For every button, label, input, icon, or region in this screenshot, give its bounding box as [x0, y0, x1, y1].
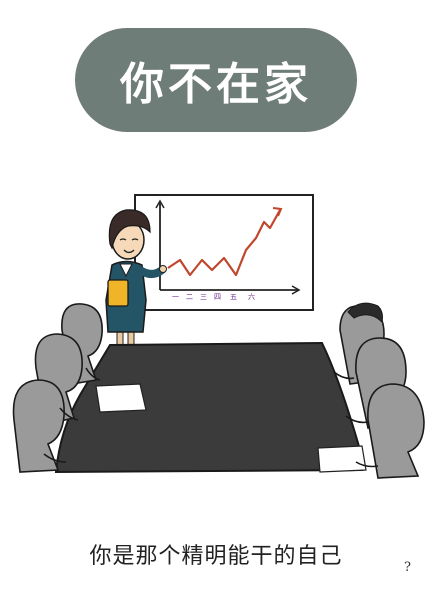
chart-tick-label: 五 — [230, 293, 237, 301]
presenter — [105, 209, 167, 347]
title-text: 你不在家 — [120, 59, 312, 110]
audience-left — [12, 303, 103, 473]
chart-tick-label: 六 — [248, 292, 255, 301]
caption: 你是那个精明能干的自己 — [89, 544, 343, 569]
folder — [107, 279, 129, 307]
title-badge: 你不在家 — [75, 28, 357, 132]
paper — [95, 383, 147, 413]
whiteboard: 一 二 三 四 五 六 — [134, 194, 314, 311]
chart-trend-line — [167, 209, 281, 277]
audience-right — [333, 305, 425, 479]
chart-tick-label: 二 — [186, 293, 193, 301]
chart-tick-label: 一 — [172, 293, 179, 301]
chart-tick-label: 三 — [200, 293, 207, 301]
signature-mark: ? — [404, 560, 411, 575]
hair — [347, 302, 383, 324]
chart-tick-label: 四 — [214, 293, 221, 301]
paper — [317, 445, 367, 473]
